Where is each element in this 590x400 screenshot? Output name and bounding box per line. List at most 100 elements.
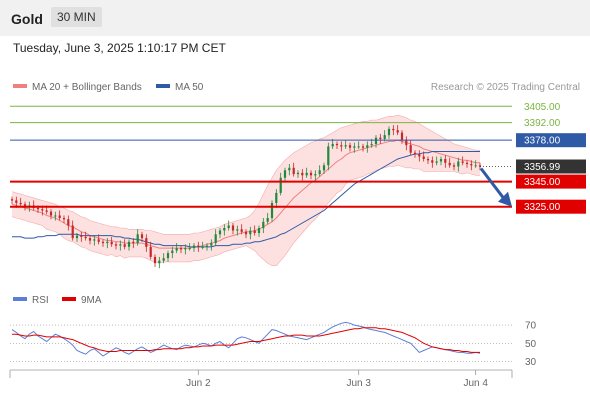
chart-legend: MA 20 + Bollinger Bands MA 50 Research ©… bbox=[13, 82, 580, 93]
candle-body bbox=[279, 177, 282, 193]
candle-body bbox=[448, 162, 451, 166]
candle-body bbox=[331, 143, 334, 147]
candle-body bbox=[19, 202, 22, 205]
candle-body bbox=[93, 239, 96, 241]
x-tick-label: Jun 3 bbox=[346, 378, 371, 389]
candle-body bbox=[270, 202, 274, 218]
rsi-tick-label: 50 bbox=[525, 339, 537, 350]
candle-body bbox=[80, 235, 83, 237]
bollinger-lower-line bbox=[11, 164, 480, 267]
candle-body bbox=[71, 225, 74, 239]
rsi-series-line bbox=[12, 327, 480, 353]
candle-body bbox=[283, 170, 287, 178]
candle-body bbox=[205, 245, 209, 247]
candle-body bbox=[405, 140, 408, 146]
candle-body bbox=[275, 192, 278, 203]
candle-body bbox=[23, 204, 27, 207]
candle-body bbox=[106, 241, 109, 244]
asset-name: Gold bbox=[11, 11, 43, 27]
rsi-tick-label: 70 bbox=[525, 321, 537, 332]
candle-body bbox=[132, 241, 135, 244]
candle-body bbox=[127, 241, 131, 247]
level-tag-support bbox=[516, 199, 586, 214]
candle-body bbox=[474, 165, 477, 167]
candle-body bbox=[318, 170, 321, 175]
rsi-series-line bbox=[11, 321, 481, 357]
candle-body bbox=[383, 135, 386, 139]
candle-body bbox=[88, 238, 92, 241]
candle-body bbox=[101, 241, 105, 244]
candle-body bbox=[257, 228, 261, 233]
level-label-resistance: 3392.00 bbox=[524, 118, 561, 129]
current-price-tag bbox=[516, 159, 586, 174]
candle-body bbox=[327, 146, 330, 166]
timestamp: Tuesday, June 3, 2025 1:10:17 PM CET bbox=[13, 41, 226, 55]
candle-body bbox=[249, 230, 252, 235]
candle-body bbox=[400, 132, 404, 141]
forecast-arrow-head bbox=[498, 191, 512, 207]
candle-body bbox=[301, 172, 304, 176]
candle-body bbox=[452, 165, 456, 167]
level-label-support: 3325.00 bbox=[524, 202, 561, 213]
bollinger-upper-line bbox=[11, 114, 480, 235]
candle-body bbox=[45, 210, 48, 212]
candle-body bbox=[426, 159, 430, 161]
candle-body bbox=[288, 167, 291, 171]
candle-body bbox=[188, 248, 191, 250]
ma20-legend-label: MA 20 + Bollinger Bands bbox=[32, 82, 142, 93]
candle-body bbox=[309, 172, 313, 176]
candle-body bbox=[227, 225, 230, 228]
candle-body bbox=[114, 244, 118, 246]
candle-body bbox=[431, 160, 434, 163]
candle-body bbox=[374, 137, 378, 144]
candle-body bbox=[387, 128, 391, 136]
candle-body bbox=[435, 161, 438, 163]
x-tick-label: Jun 2 bbox=[186, 378, 211, 389]
candle-body bbox=[344, 145, 347, 147]
rsi-legend: RSI 9MA bbox=[13, 295, 102, 306]
price-levels: 3405.00 3392.00 3378.00 3345.00 3325.00 3356.… bbox=[10, 102, 586, 214]
level-label-support: 3345.00 bbox=[524, 177, 561, 188]
timeframe-badge[interactable]: 30 MIN bbox=[51, 7, 102, 27]
bollinger-band-fill bbox=[12, 115, 480, 266]
candle-body bbox=[465, 162, 469, 165]
candle-body bbox=[322, 165, 326, 171]
x-axis: Jun 2 Jun 3 Jun 4 bbox=[9, 369, 513, 389]
candle-body bbox=[119, 244, 122, 246]
rsi-legend-label: RSI bbox=[32, 295, 49, 306]
candle-body bbox=[97, 239, 100, 242]
candle-body bbox=[236, 229, 239, 231]
level-label-resistance: 3405.00 bbox=[524, 102, 561, 113]
candle-body bbox=[370, 143, 373, 146]
candle-body bbox=[36, 207, 40, 210]
candle-body bbox=[145, 238, 148, 247]
candle-body bbox=[214, 234, 217, 244]
candle-body bbox=[461, 161, 464, 163]
candle-body bbox=[58, 215, 61, 218]
candle-body bbox=[340, 145, 343, 147]
candle-body bbox=[418, 154, 421, 157]
candle-body bbox=[244, 231, 248, 235]
candle-body bbox=[353, 146, 356, 148]
candle-body bbox=[266, 218, 269, 222]
candle-body bbox=[305, 172, 308, 176]
candle-body bbox=[140, 234, 144, 239]
candle-body bbox=[153, 256, 157, 264]
candle-body bbox=[49, 211, 53, 216]
candle-body bbox=[218, 230, 222, 235]
attribution: Research © 2025 Trading Central bbox=[431, 82, 580, 93]
candle-body bbox=[240, 229, 243, 232]
candle-body bbox=[10, 199, 14, 201]
candle-body bbox=[314, 174, 317, 176]
candle-body bbox=[470, 164, 473, 166]
level-tag-pivot bbox=[516, 133, 586, 148]
candle-body bbox=[296, 172, 300, 175]
candle-body bbox=[396, 130, 399, 133]
candle-body bbox=[166, 253, 170, 259]
candle-body bbox=[192, 245, 196, 249]
candle-body bbox=[62, 218, 66, 220]
candle-body bbox=[413, 152, 417, 154]
candle-body bbox=[158, 260, 161, 264]
candle-body bbox=[179, 248, 183, 250]
rsi-ma-legend-label: 9MA bbox=[81, 295, 102, 306]
